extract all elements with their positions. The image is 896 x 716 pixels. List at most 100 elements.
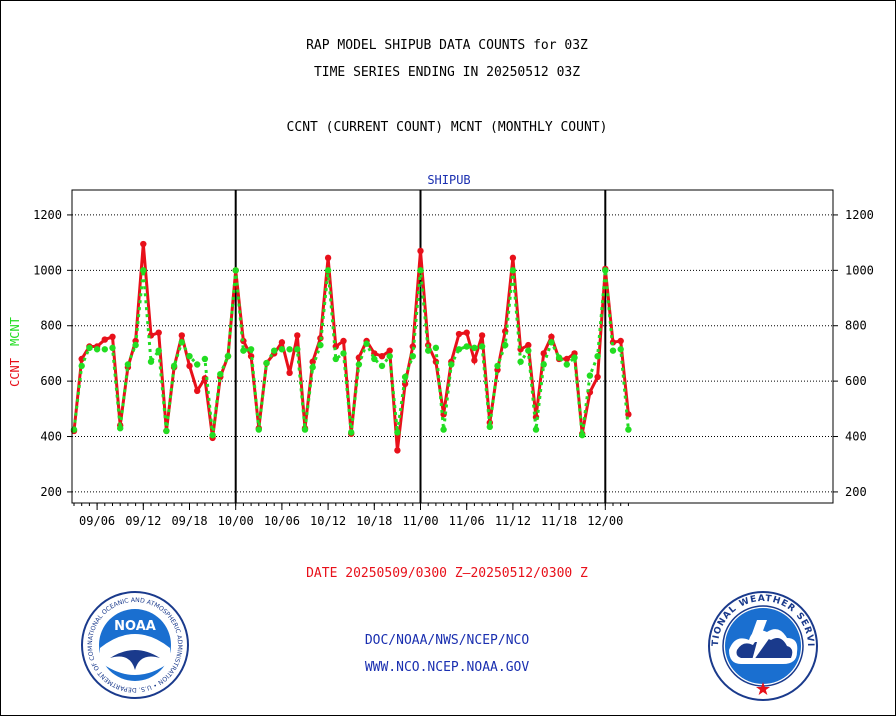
point-ccnt bbox=[417, 247, 424, 255]
point-mcnt bbox=[502, 341, 509, 349]
point-ccnt bbox=[540, 350, 547, 357]
point-ccnt bbox=[378, 352, 386, 360]
y-tick-label-left: 600 bbox=[40, 374, 62, 388]
point-ccnt bbox=[278, 339, 286, 346]
point-mcnt bbox=[394, 429, 401, 436]
nws-logo: NATIONAL WEATHER SERVICE bbox=[707, 590, 818, 701]
y-tick-label-left: 1200 bbox=[33, 208, 62, 222]
chart-title: SHIPUB bbox=[427, 173, 470, 187]
point-mcnt bbox=[625, 426, 632, 433]
point-mcnt bbox=[363, 340, 370, 347]
point-mcnt bbox=[155, 347, 162, 354]
point-mcnt bbox=[409, 352, 416, 360]
point-ccnt bbox=[178, 332, 185, 339]
point-mcnt bbox=[340, 350, 347, 357]
y-tick-label-right: 1200 bbox=[845, 208, 874, 222]
point-mcnt bbox=[332, 355, 339, 363]
point-mcnt bbox=[555, 354, 563, 361]
point-mcnt bbox=[348, 429, 355, 436]
point-mcnt bbox=[609, 347, 617, 354]
point-ccnt bbox=[186, 362, 193, 370]
point-ccnt bbox=[463, 329, 470, 336]
point-mcnt bbox=[217, 370, 224, 378]
y-tick-label-right: 200 bbox=[845, 485, 867, 499]
point-mcnt bbox=[455, 346, 463, 353]
point-mcnt bbox=[271, 347, 278, 354]
point-ccnt bbox=[101, 336, 109, 343]
point-mcnt bbox=[594, 352, 601, 360]
x-tick-label: 11/06 bbox=[449, 514, 485, 528]
point-mcnt bbox=[301, 426, 309, 433]
axes: 200 200 400 400 600 600 800 800 1000 1000 1200 1200… bbox=[33, 208, 874, 528]
point-mcnt bbox=[132, 341, 139, 349]
point-mcnt bbox=[486, 423, 493, 431]
x-tick-label: 11/12 bbox=[495, 514, 531, 528]
noaa-logo: NOAA NATIONAL OCEANIC AND ATMOSPHERIC AD… bbox=[80, 590, 189, 699]
footer-url[interactable]: WWW.NCO.NCEP.NOAA.GOV bbox=[364, 660, 530, 675]
point-mcnt bbox=[579, 431, 586, 439]
point-mcnt bbox=[263, 359, 270, 367]
point-mcnt bbox=[170, 362, 178, 370]
footer-org: DOC/NOAA/NWS/NCEP/NCO bbox=[364, 633, 530, 648]
point-mcnt bbox=[324, 267, 332, 274]
y-tick-label-left: 200 bbox=[40, 485, 62, 499]
x-tick-label: 09/06 bbox=[79, 514, 115, 528]
point-mcnt bbox=[178, 339, 185, 346]
y-axis-label: CCNT MCNT bbox=[8, 317, 22, 387]
point-ccnt bbox=[471, 357, 478, 364]
y-tick-label-right: 600 bbox=[845, 374, 867, 388]
point-ccnt bbox=[563, 355, 570, 363]
point-mcnt bbox=[602, 267, 609, 274]
y-tick-label-left: 400 bbox=[40, 430, 62, 444]
point-ccnt bbox=[478, 332, 486, 339]
point-mcnt bbox=[586, 372, 594, 379]
point-mcnt bbox=[124, 361, 132, 368]
point-mcnt bbox=[140, 267, 147, 274]
point-mcnt bbox=[525, 347, 532, 354]
point-mcnt bbox=[78, 362, 85, 370]
point-mcnt bbox=[294, 346, 301, 353]
point-mcnt bbox=[509, 267, 517, 274]
point-mcnt bbox=[540, 361, 547, 368]
point-mcnt bbox=[517, 358, 524, 365]
point-ccnt bbox=[324, 254, 332, 262]
x-tick-label: 10/18 bbox=[356, 514, 392, 528]
y-tick-label-left: 800 bbox=[40, 319, 62, 333]
point-mcnt bbox=[224, 352, 232, 360]
point-mcnt bbox=[371, 355, 378, 363]
point-ccnt bbox=[625, 411, 632, 418]
point-ccnt bbox=[309, 358, 316, 365]
x-tick-label: 12/00 bbox=[587, 514, 623, 528]
point-mcnt bbox=[278, 346, 286, 353]
point-ccnt bbox=[340, 337, 347, 345]
point-ccnt bbox=[525, 341, 532, 349]
y-axis-label-ccnt: CCNT bbox=[8, 358, 22, 387]
point-ccnt bbox=[155, 329, 162, 336]
point-mcnt bbox=[440, 426, 447, 433]
header-line-2: TIME SERIES ENDING IN 20250512 03Z bbox=[313, 65, 581, 80]
series-layer bbox=[70, 240, 632, 454]
point-mcnt bbox=[463, 343, 470, 350]
point-mcnt bbox=[255, 426, 262, 433]
point-mcnt bbox=[317, 341, 324, 349]
x-tick-label: 10/06 bbox=[264, 514, 300, 528]
point-mcnt bbox=[532, 426, 540, 433]
point-mcnt bbox=[401, 373, 409, 381]
point-mcnt bbox=[194, 361, 201, 368]
point-mcnt bbox=[425, 347, 432, 354]
x-tick-label: 10/00 bbox=[218, 514, 254, 528]
date-range: DATE 20250509/0300 Z–20250512/0300 Z bbox=[306, 566, 588, 581]
point-mcnt bbox=[86, 344, 93, 352]
point-ccnt bbox=[455, 330, 463, 338]
x-tick-label: 09/12 bbox=[125, 514, 161, 528]
point-ccnt bbox=[294, 332, 301, 339]
point-mcnt bbox=[117, 425, 124, 432]
point-mcnt bbox=[386, 352, 393, 360]
point-ccnt bbox=[78, 355, 85, 363]
plot-area-border bbox=[71, 189, 834, 504]
point-mcnt bbox=[378, 362, 386, 370]
point-mcnt bbox=[163, 427, 170, 435]
point-mcnt bbox=[247, 346, 255, 353]
point-mcnt bbox=[571, 354, 578, 361]
